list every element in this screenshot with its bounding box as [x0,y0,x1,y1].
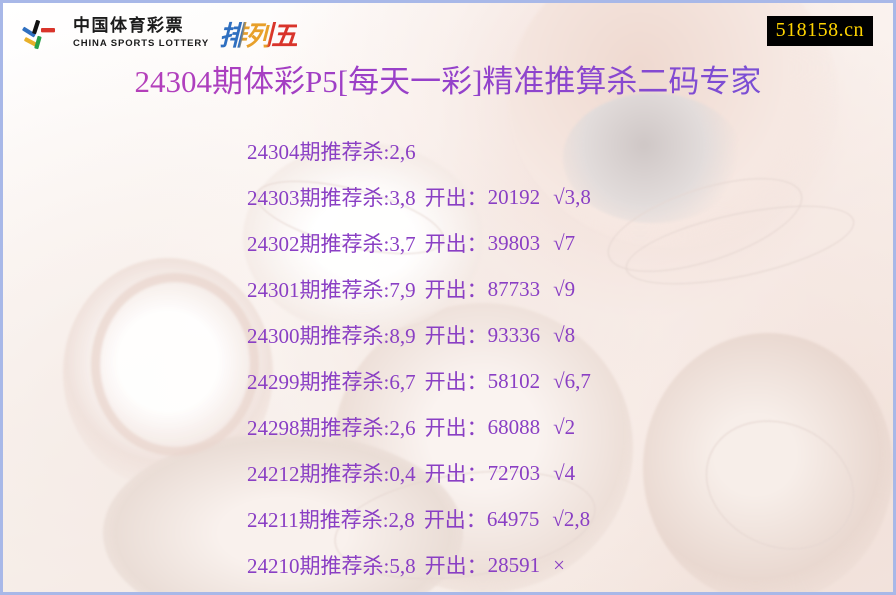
row-draw-number: 87733 [487,276,541,301]
row-issue-prediction: 24211期推荐杀:2,8 [247,508,415,532]
row-draw-label: 开出： [424,554,488,578]
row-issue-prediction: 24304期推荐杀:2,6 [247,140,416,164]
prediction-row: 24212期推荐杀:0,4 开出： 72703 √4 [3,450,893,496]
row-issue-prediction: 24299期推荐杀:6,7 [247,370,416,394]
row-result-hit: √7 [553,230,576,255]
row-draw-label: 开出： [424,370,488,394]
row-draw-label: 开出： [424,416,488,440]
china-sports-lottery-logo-icon [22,19,55,49]
row-result-hit: √3,8 [553,184,591,209]
row-result-hit: √6,7 [553,368,591,393]
site-url-badge[interactable]: 518158.cn [766,16,873,46]
row-draw-number: 20192 [487,184,541,209]
row-draw-number: 28591 [487,552,541,577]
row-issue-prediction: 24302期推荐杀:3,7 [247,232,416,256]
prediction-row: 24211期推荐杀:2,8 开出： 64975 √2,8 [3,496,893,542]
prediction-list: 24304期推荐杀:2,6 24303期推荐杀:3,8 开出： 20192 √3,8 24… [3,128,893,588]
prediction-row: 24303期推荐杀:3,8 开出： 20192 √3,8 [3,174,893,220]
row-issue-prediction: 24301期推荐杀:7,9 [247,278,416,302]
page-header: 中国体育彩票 CHINA SPORTS LOTTERY 排列五 518158.c… [3,3,893,59]
prediction-row: 24304期推荐杀:2,6 [3,128,893,174]
row-issue-prediction: 24212期推荐杀:0,4 [247,462,416,486]
prediction-row: 24301期推荐杀:7,9 开出： 87733 √9 [3,266,893,312]
brand-logo[interactable]: 中国体育彩票 CHINA SPORTS LOTTERY 排列五 [21,14,298,53]
row-result-hit: √2,8 [552,506,591,531]
row-draw-number: 58102 [487,368,541,393]
prediction-row: 24300期推荐杀:8,9 开出： 93336 √8 [3,312,893,358]
row-draw-label: 开出： [424,278,488,302]
brand-name-en: CHINA SPORTS LOTTERY [73,38,210,50]
row-draw-number: 68088 [487,414,541,439]
row-draw-number: 39803 [487,230,541,255]
row-result-hit: √4 [553,460,576,485]
page-title: 24304期体彩P5[每天一彩]精准推算杀二码专家 [3,63,893,101]
row-result-hit: √9 [553,276,576,301]
row-draw-label: 开出： [423,508,487,532]
row-draw-label: 开出： [424,324,488,348]
row-draw-label: 开出： [424,232,488,256]
row-result-hit: √2 [553,414,576,439]
row-issue-prediction: 24298期推荐杀:2,6 [247,416,416,440]
prediction-row: 24299期推荐杀:6,7 开出： 58102 √6,7 [3,358,893,404]
row-draw-number: 93336 [487,322,541,347]
row-draw-number: 64975 [486,506,540,531]
prediction-row: 24302期推荐杀:3,7 开出： 39803 √7 [3,220,893,266]
row-issue-prediction: 24300期推荐杀:8,9 [247,324,416,348]
row-result-miss: × [553,552,565,577]
brand-name-cn: 中国体育彩票 [73,16,184,37]
row-issue-prediction: 24210期推荐杀:5,8 [247,554,416,578]
row-issue-prediction: 24303期推荐杀:3,8 [247,186,416,210]
row-result-hit: √8 [553,322,576,347]
game-name-label: 排列五 [219,14,298,53]
prediction-row: 24210期推荐杀:5,8 开出： 28591 × [3,542,893,588]
prediction-row: 24298期推荐杀:2,6 开出： 68088 √2 [3,404,893,450]
row-draw-label: 开出： [424,462,488,486]
row-draw-label: 开出： [424,186,488,210]
row-draw-number: 72703 [487,460,541,485]
